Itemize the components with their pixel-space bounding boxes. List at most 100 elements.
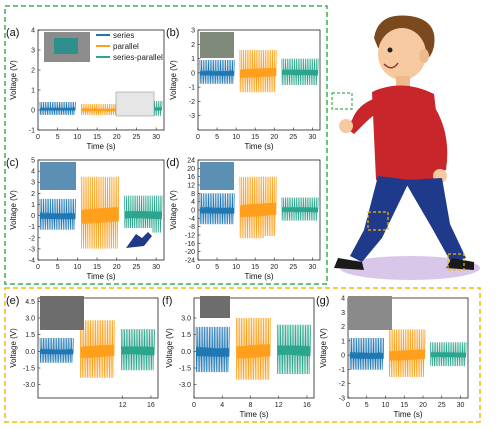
- series-line-a-parallel: [80, 103, 120, 116]
- inset-photo-g: [348, 296, 392, 330]
- series-line-g-series: [349, 337, 384, 370]
- panel-g: (g) -3 -2 -1 0 1 2 3 4 0 5 10 15 20 25 30 Time (s) Voltag…: [316, 295, 469, 419]
- ytick-label-c: 2: [31, 191, 35, 198]
- ytick-label-g: -2: [339, 381, 345, 388]
- xtick-label-c: 10: [73, 264, 81, 271]
- panel-label-c: (c): [6, 157, 19, 169]
- xlabel-a: Time (s): [86, 142, 115, 151]
- plot-frame-a: [37, 29, 165, 131]
- inset-photo-e: [40, 296, 84, 330]
- xtick-label-f: 12: [275, 402, 283, 409]
- panel-label-f: (f): [162, 295, 172, 307]
- series-line-c-series-parallel: [124, 195, 163, 233]
- xtick-label-d: 10: [232, 264, 240, 271]
- xtick-label-g: 5: [365, 402, 369, 409]
- ytick-label-b: 2: [191, 42, 195, 49]
- xtick-label-a: 15: [93, 134, 101, 141]
- series-line-b-series-parallel: [281, 58, 319, 86]
- ytick-label-g: 4: [341, 296, 345, 303]
- left-hand: [339, 119, 353, 133]
- xtick-label-c: 25: [133, 264, 141, 271]
- ytick-label-a: 1: [31, 88, 35, 95]
- ylabel-d: Voltage (V): [169, 190, 178, 230]
- xtick-label-g: 10: [382, 402, 390, 409]
- ylabel-f: Voltage (V): [165, 328, 174, 368]
- xtick-label-e: 16: [147, 402, 155, 409]
- ytick-label-d: -20: [185, 249, 195, 256]
- xtick-label-b: 30: [308, 134, 316, 141]
- ytick-label-d: 0: [191, 208, 195, 215]
- ytick-label-d: 12: [187, 183, 195, 190]
- ytick-label-a: 3: [31, 48, 35, 55]
- panel-e: (e) -3.0 -1.5 0.0 1.5 3.0 4.5 12 16 Voltage (V): [6, 295, 159, 409]
- series-line-c-parallel: [80, 176, 120, 249]
- xtick-label-a: 10: [73, 134, 81, 141]
- series-line-e-series-parallel: [120, 329, 155, 371]
- series-line-b-parallel: [239, 49, 277, 93]
- xtick-label-c: 15: [93, 264, 101, 271]
- ytick-label-f: -1.5: [179, 366, 191, 373]
- plot-frame-g: [347, 297, 469, 399]
- plot-frame-b: [197, 29, 321, 131]
- ytick-label-b: 3: [191, 28, 195, 35]
- xtick-label-b: 5: [215, 134, 219, 141]
- series-line-f-parallel: [236, 317, 271, 380]
- xtick-label-c: 20: [113, 264, 121, 271]
- right-shoe: [446, 258, 474, 270]
- inset-photo-c: [40, 162, 76, 190]
- xtick-label-g: 25: [438, 402, 446, 409]
- xtick-label-f: 8: [249, 402, 253, 409]
- panel-label-e: (e): [6, 295, 19, 307]
- ylabel-g: Voltage (V): [319, 328, 328, 368]
- series-line-g-series-parallel: [430, 342, 467, 367]
- ground-shadow: [340, 256, 480, 280]
- knee-sensor-marker: [367, 211, 389, 231]
- ytick-label-a: -1: [29, 128, 35, 135]
- xtick-label-d: 15: [251, 264, 259, 271]
- ytick-label-d: -4: [189, 216, 195, 223]
- neck: [396, 76, 410, 88]
- series-line-e-series: [39, 337, 74, 363]
- legend-label-parallel: parallel: [113, 42, 139, 51]
- xtick-label-b: 0: [196, 134, 200, 141]
- xtick-label-g: 0: [346, 402, 350, 409]
- inset-photo-d: [200, 162, 234, 190]
- xtick-label-c: 0: [36, 264, 40, 271]
- ytick-label-d: -24: [185, 258, 195, 265]
- ytick-label-e: 1.5: [25, 332, 35, 339]
- ytick-label-b: -3: [189, 113, 195, 120]
- ytick-label-f: 3.0: [181, 316, 191, 323]
- series-line-f-series: [195, 326, 230, 373]
- inset-pressure-icon: [264, 236, 304, 254]
- green-dashed-frame: [4, 5, 328, 285]
- panel-label-a: (a): [6, 27, 19, 39]
- series-line-f-series-parallel: [276, 324, 311, 375]
- legend: series parallel series-parallel: [96, 31, 163, 62]
- ylabel-b: Voltage (V): [169, 60, 178, 100]
- xtick-label-a: 25: [133, 134, 141, 141]
- ytick-label-g: 1: [341, 338, 345, 345]
- left-arm: [346, 98, 382, 134]
- ytick-label-d: 24: [187, 158, 195, 165]
- legend-label-series: series: [113, 31, 134, 40]
- ytick-label-d: 20: [187, 166, 195, 173]
- ytick-label-b: 1: [191, 56, 195, 63]
- xtick-label-g: 20: [419, 402, 427, 409]
- xtick-label-b: 20: [270, 134, 278, 141]
- jeans-left-leg: [350, 176, 410, 262]
- inset-photo-b: [200, 32, 234, 58]
- panel-label-b: (b): [166, 27, 179, 39]
- ylabel-c: Voltage (V): [9, 190, 18, 230]
- ytick-label-e: 0.0: [25, 349, 35, 356]
- xtick-label-a: 20: [113, 134, 121, 141]
- ytick-label-d: 8: [191, 191, 195, 198]
- panel-f: (f) -3.0 -1.5 0.0 1.5 3.0 0 4 8 12 16 Time (s) Volta…: [162, 295, 315, 419]
- xtick-label-e: 12: [119, 402, 127, 409]
- ear: [419, 49, 429, 63]
- series-line-b-series: [199, 59, 235, 84]
- ytick-label-c: -3: [29, 246, 35, 253]
- ytick-label-d: -12: [185, 233, 195, 240]
- ylabel-e: Voltage (V): [9, 328, 18, 368]
